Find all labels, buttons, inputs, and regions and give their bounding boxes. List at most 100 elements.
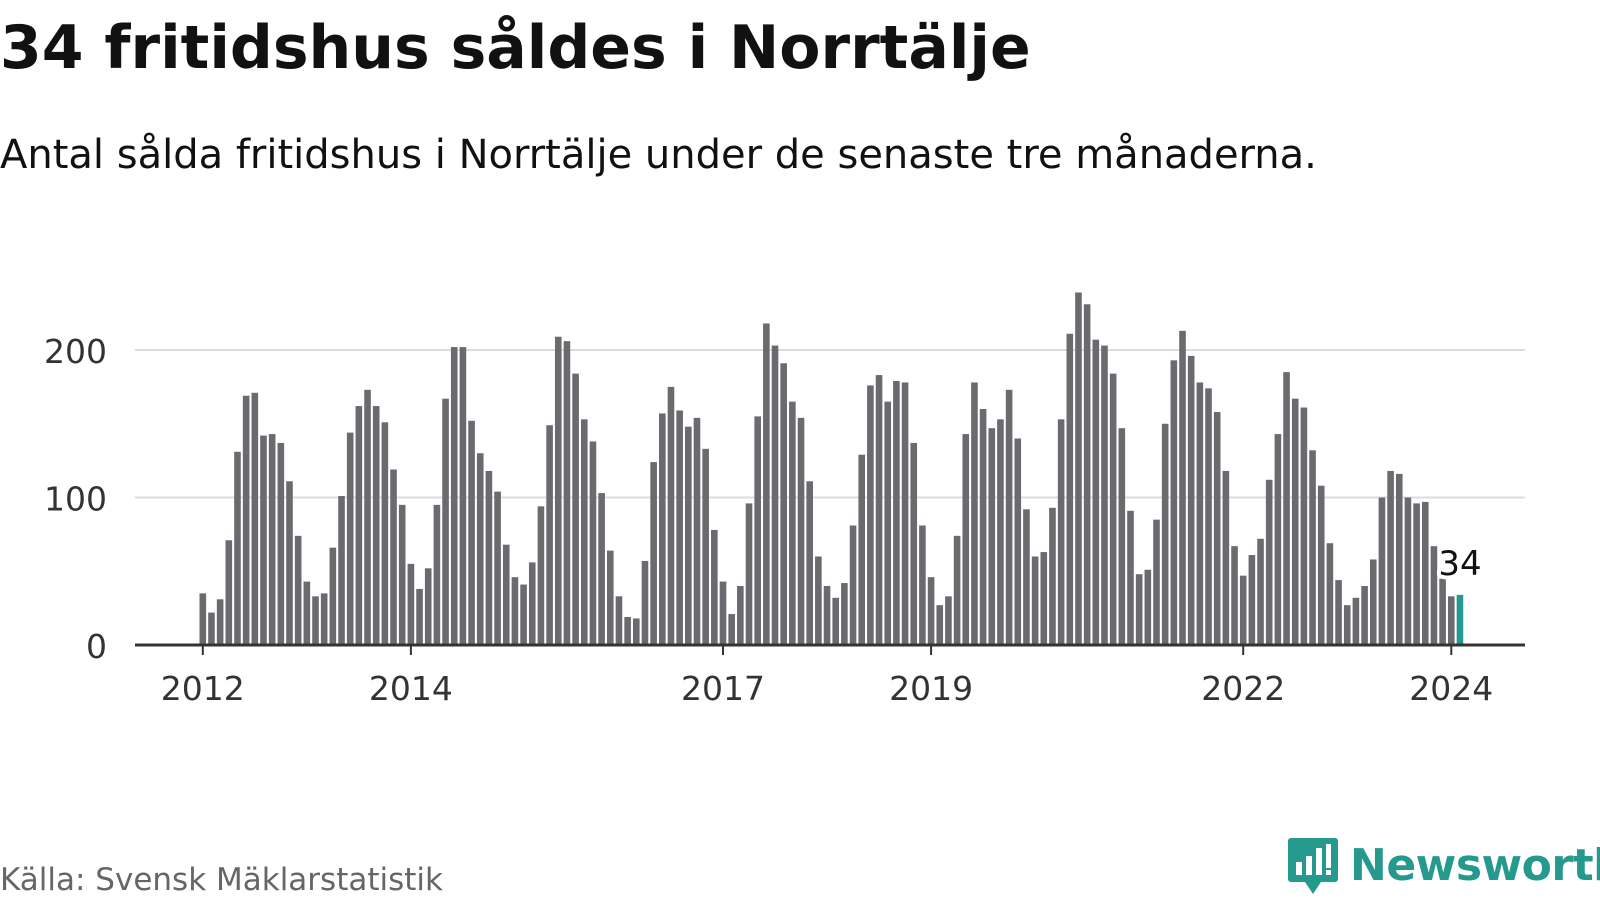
bar: [832, 597, 840, 645]
bar: [685, 426, 692, 645]
bar: [554, 336, 562, 645]
bar: [537, 506, 545, 645]
bar: [633, 618, 640, 645]
x-tick-label-2014: 2014: [369, 669, 453, 708]
bar: [450, 347, 458, 645]
bar: [1378, 497, 1386, 645]
bar: [1257, 538, 1264, 645]
bar: [1283, 372, 1290, 645]
bar: [988, 428, 996, 645]
bar: [416, 588, 423, 645]
x-tick-label-2017: 2017: [681, 669, 765, 708]
bar: [1161, 423, 1169, 645]
bar: [1153, 519, 1160, 645]
source-note: Källa: Svensk Mäklarstatistik: [0, 862, 443, 898]
bar: [771, 345, 779, 645]
bar: [815, 556, 822, 645]
bar: [268, 434, 276, 645]
bar: [1413, 503, 1420, 645]
bar: [329, 547, 337, 645]
bar: [624, 616, 631, 645]
bar: [910, 442, 918, 645]
bar: [754, 416, 761, 645]
bar: [1309, 450, 1316, 645]
bar: [1248, 555, 1256, 645]
bar: [1231, 546, 1238, 645]
bar: [234, 451, 241, 645]
highlighted-bar: [1456, 594, 1464, 645]
bar: [1421, 501, 1429, 645]
bar: [962, 434, 970, 645]
bar: [1205, 388, 1212, 645]
bar: [1170, 360, 1178, 645]
bar: [286, 481, 293, 645]
bar: [372, 406, 380, 645]
bar: [745, 503, 753, 645]
bar: [1040, 552, 1048, 645]
bar: [208, 612, 215, 645]
bar: [1291, 398, 1299, 645]
bar: [1213, 411, 1221, 645]
bar: [1335, 580, 1342, 645]
bar: [390, 469, 397, 645]
bar: [355, 406, 363, 645]
bar: [1300, 407, 1308, 645]
bar: [433, 504, 441, 645]
bar: [841, 583, 848, 645]
bar: [1317, 485, 1325, 645]
bar: [737, 586, 744, 645]
bar: [381, 422, 389, 645]
bar: [728, 614, 735, 645]
bar: [398, 504, 406, 645]
bar: [1404, 497, 1412, 645]
bar: [1361, 586, 1368, 645]
bar: [1101, 345, 1108, 645]
bar: [528, 562, 536, 645]
bar: [971, 382, 978, 645]
bar: [1430, 546, 1438, 645]
bar: [1144, 569, 1152, 645]
bar: [1118, 428, 1126, 645]
bar: [312, 596, 319, 645]
bar-chart-speech-bubble-icon: [1288, 838, 1338, 894]
bar: [303, 581, 311, 645]
bar: [711, 529, 718, 645]
y-tick-label-200: 200: [44, 332, 107, 371]
bar-chart: 0 100 200 2012 2014 2017 2019 2022 2024 34: [44, 292, 1525, 708]
bar: [823, 586, 831, 645]
highlight-data-label: 34: [1438, 544, 1481, 584]
bar: [572, 373, 579, 645]
bar: [1049, 507, 1056, 645]
bar: [580, 419, 588, 645]
bar: [1343, 605, 1351, 645]
brand-name: Newsworthy: [1350, 840, 1600, 891]
bar: [858, 454, 866, 645]
bar: [1023, 509, 1030, 645]
bar: [494, 491, 501, 645]
bar: [1135, 574, 1143, 645]
bar: [901, 382, 909, 645]
bar: [893, 380, 900, 645]
bar: [1395, 473, 1403, 645]
bar: [797, 417, 805, 645]
bar: [476, 453, 484, 645]
bar: [346, 432, 354, 645]
bar: [945, 596, 952, 645]
bar: [589, 441, 597, 645]
bar: [563, 341, 571, 645]
bar: [1092, 339, 1100, 645]
chart-subtitle: Antal sålda fritidshus i Norrtälje under…: [0, 132, 1317, 178]
bar: [364, 389, 371, 645]
bar: [650, 462, 657, 645]
bar: [693, 417, 701, 645]
bar: [1075, 292, 1082, 645]
bar: [216, 599, 224, 645]
bar: [659, 413, 666, 645]
bar: [511, 577, 519, 645]
bar: [997, 419, 1004, 645]
bar: [598, 493, 605, 645]
bar: [953, 535, 961, 645]
bar: [1326, 543, 1334, 645]
brand-logo: Newsworthy: [1288, 838, 1600, 894]
x-tick-label-2012: 2012: [161, 669, 245, 708]
